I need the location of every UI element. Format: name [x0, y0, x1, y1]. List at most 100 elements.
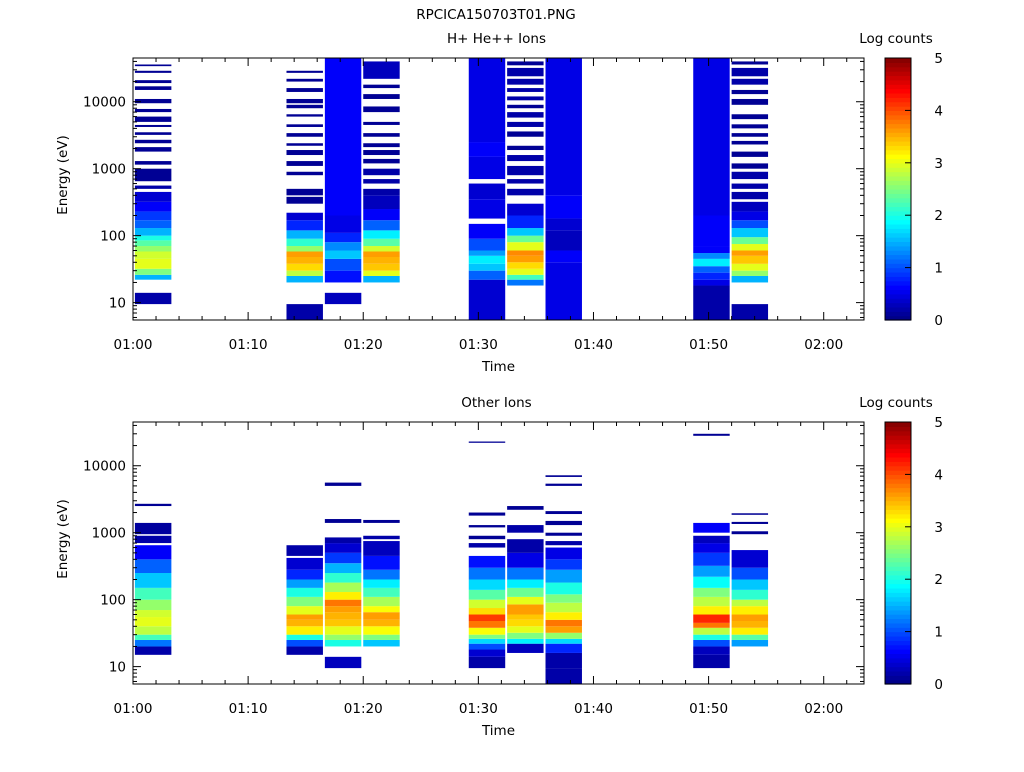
colorbar-segment: [885, 614, 911, 620]
heatmap-cell: [545, 218, 582, 231]
heatmap-cell: [363, 188, 400, 196]
colorbar-segment: [885, 587, 911, 593]
heatmap-cell: [363, 569, 400, 580]
y-axis: 10 100 1000 10000: [83, 60, 864, 318]
heatmap-cell: [507, 539, 544, 553]
heatmap-cell: [468, 638, 506, 644]
heatmap-cell: [363, 541, 400, 556]
heatmap-cell: [468, 255, 506, 264]
heatmap-cell: [731, 89, 769, 95]
colorbar-tick-label: 5: [934, 51, 943, 67]
colorbar-segment: [885, 443, 911, 449]
heatmap-cell: [134, 274, 172, 280]
y-tick-label: 10000: [83, 459, 126, 475]
heatmap-cell: [324, 599, 362, 607]
colorbar-tick-label: 4: [934, 467, 943, 483]
colorbar-label: Log counts: [859, 31, 933, 47]
y-tick-label: 100: [100, 593, 126, 609]
colorbar-tick-label: 1: [934, 625, 943, 641]
x-tick-label: 01:10: [229, 337, 268, 353]
colorbar-segment: [885, 306, 911, 312]
heatmap-cell: [468, 156, 506, 180]
heatmap-cell: [468, 599, 506, 609]
heatmap-cell: [324, 258, 362, 271]
heatmap-cell: [134, 132, 172, 135]
heatmap-cell: [286, 626, 323, 635]
heatmap-cell: [286, 246, 323, 252]
colorbar-segment: [885, 518, 911, 524]
heatmap-cell: [731, 228, 769, 238]
heatmap-cell: [545, 668, 582, 684]
heatmap-cell: [507, 155, 544, 162]
heatmap-cell: [324, 242, 362, 251]
heatmap-cell: [324, 592, 362, 600]
heatmap-cell: [324, 612, 362, 620]
heatmap-cell: [468, 621, 506, 628]
heatmap-cell: [468, 649, 506, 657]
colorbar-segment: [885, 426, 911, 432]
heatmap-cell: [507, 596, 544, 605]
heatmap-cell: [468, 199, 506, 219]
colorbar-segment: [885, 110, 911, 116]
heatmap-cell: [507, 506, 544, 510]
heatmap-cell: [286, 78, 323, 82]
heatmap-cell: [363, 639, 400, 647]
heatmap-cell: [507, 145, 544, 151]
heatmap-cell: [693, 246, 730, 254]
heatmap-cell: [468, 589, 506, 600]
heatmap-cell: [286, 257, 323, 264]
panel-title: Other Ions: [461, 395, 531, 411]
heatmap-cell: [134, 70, 172, 73]
heatmap-cell: [545, 262, 582, 320]
colorbar-segment: [885, 62, 911, 68]
colorbar-frame: [884, 421, 912, 685]
heatmap-cell: [507, 567, 544, 580]
heatmap-cell: [324, 482, 362, 486]
heatmap-cell: [468, 525, 506, 528]
heatmap-cell: [286, 545, 323, 556]
colorbar-segment: [885, 193, 911, 199]
colorbar-segment: [885, 470, 911, 475]
heatmap-cell: [545, 520, 582, 526]
colorbar-segment: [885, 58, 911, 63]
colorbar-segment: [885, 561, 911, 567]
x-tick-label: 02:00: [804, 337, 843, 353]
heatmap-cell: [286, 98, 323, 104]
heatmap-cell: [693, 639, 730, 647]
heatmap-cell: [693, 272, 730, 280]
heatmap-cell: [134, 201, 172, 212]
heatmap-cell: [286, 238, 323, 247]
heatmap-cell: [134, 168, 172, 182]
heatmap-cell: [507, 112, 544, 118]
heatmap-cell: [507, 96, 544, 101]
colorbar-segment: [885, 500, 911, 506]
heatmap-cell: [324, 626, 362, 635]
y-axis-label: Energy (eV): [55, 499, 71, 579]
heatmap-cell: [324, 215, 362, 233]
heatmap-cell: [324, 619, 362, 627]
heatmap-cell: [324, 250, 362, 259]
heatmap-cell: [545, 511, 582, 515]
heatmap-cell: [731, 151, 769, 157]
colorbar-segment: [885, 75, 911, 81]
heatmap-cell: [363, 179, 400, 184]
heatmap-cell: [507, 242, 544, 251]
heatmap-cell: [507, 67, 544, 77]
y-axis-label: Energy (eV): [55, 135, 71, 215]
heatmap-cell: [545, 594, 582, 603]
colorbar-segment: [885, 289, 911, 295]
colorbar-segment: [885, 531, 911, 537]
heatmap-cell: [507, 604, 544, 615]
heatmap-cell: [134, 268, 172, 275]
heatmap-cell: [507, 131, 544, 137]
heatmap-cell: [693, 543, 730, 553]
heatmap-cell: [545, 626, 582, 633]
heatmap-cell: [507, 274, 544, 280]
colorbar-segment: [885, 653, 911, 659]
colorbar-segment: [885, 285, 911, 291]
x-axis-label: Time: [481, 359, 515, 375]
colorbar-segment: [885, 250, 911, 256]
colorbar-segment: [885, 496, 911, 502]
colorbar-segment: [885, 601, 911, 606]
